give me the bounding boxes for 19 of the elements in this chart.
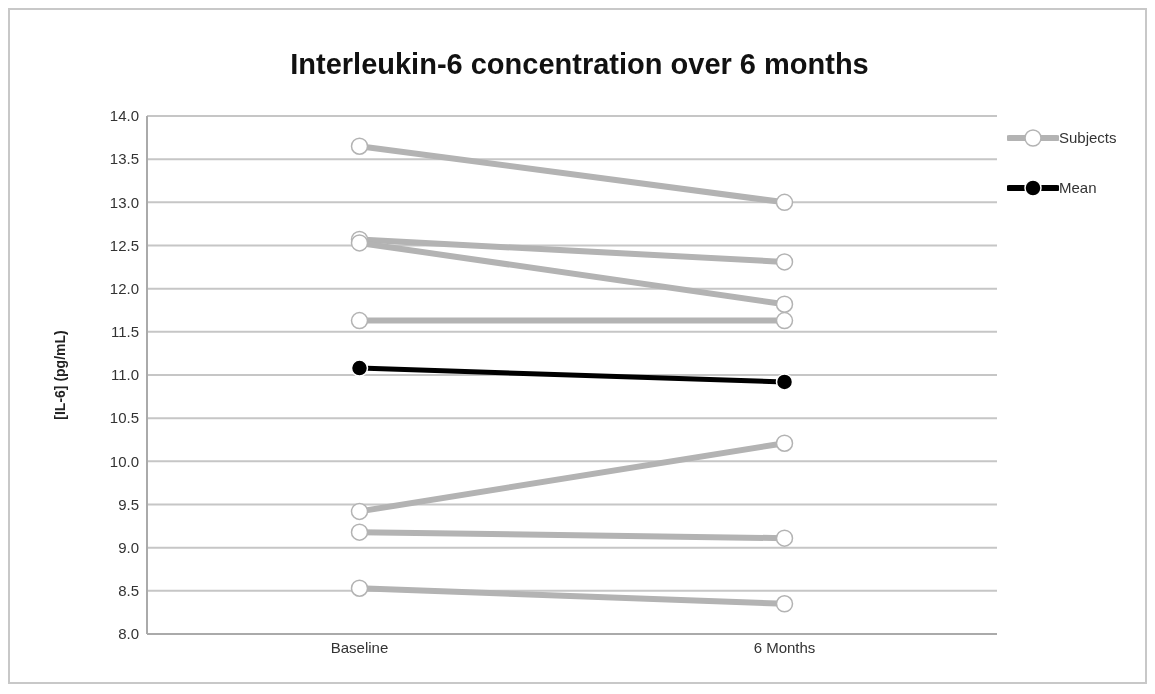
- legend-label: Subjects: [1059, 129, 1117, 146]
- chart-title: Interleukin-6 concentration over 6 months: [289, 48, 870, 81]
- y-tick-label: 9.0: [118, 538, 139, 556]
- legend-label: Mean: [1059, 179, 1097, 196]
- y-tick-label: 9.5: [118, 495, 139, 513]
- y-tick-label: 11.0: [110, 366, 139, 384]
- y-axis-title: [IL-6] (pg/mL): [51, 330, 68, 420]
- y-tick-label: 12.5: [109, 236, 139, 254]
- y-tick-label: 14.0: [109, 107, 139, 125]
- x-tick-label: Baseline: [330, 638, 389, 656]
- y-tick-label: 13.0: [109, 193, 139, 211]
- y-tick-label: 8.5: [118, 582, 139, 600]
- x-tick-label: 6 Months: [753, 638, 816, 656]
- y-tick-label: 10.0: [109, 452, 139, 470]
- y-tick-label: 13.5: [109, 150, 139, 168]
- y-tick-label: 11.5: [110, 323, 139, 341]
- y-tick-label: 12.0: [109, 279, 139, 297]
- y-tick-label: 10.5: [109, 409, 139, 427]
- y-tick-label: 8.0: [118, 625, 139, 643]
